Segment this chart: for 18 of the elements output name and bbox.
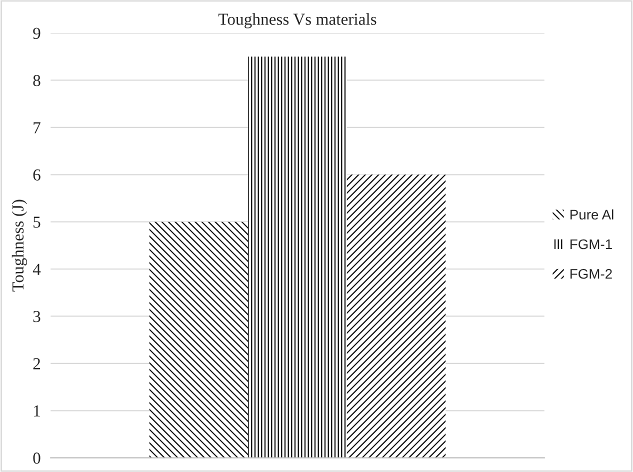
bar: [346, 174, 446, 458]
y-tick-label: 6: [33, 169, 40, 181]
legend-label: Pure Al: [570, 209, 614, 220]
y-tick-label: 0: [33, 452, 40, 464]
y-tick-label: 7: [34, 122, 40, 134]
y-tick-label: 4: [32, 264, 41, 275]
legend-label: FGM-1: [570, 239, 612, 250]
chart-title: Toughness Vs materials: [218, 13, 376, 28]
bar: [149, 222, 248, 458]
legend-label: FGM-2: [570, 268, 612, 279]
y-tick-label: 5: [34, 216, 40, 228]
y-tick-label: 2: [33, 358, 40, 370]
bar: [248, 56, 347, 458]
y-tick-label: 3: [33, 310, 40, 322]
y-tick-label: 8: [33, 74, 40, 86]
y-tick-label: 9: [33, 28, 40, 39]
y-axis-title: Toughness (J): [12, 200, 28, 292]
y-tick-label: 1: [34, 405, 40, 416]
